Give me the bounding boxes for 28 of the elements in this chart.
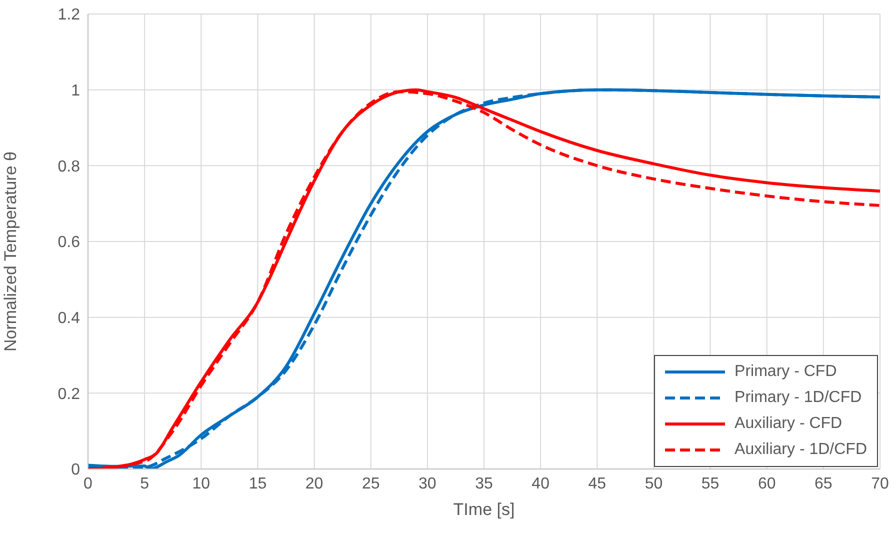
x-tick-label: 50 bbox=[644, 475, 663, 492]
x-tick-label: 5 bbox=[140, 475, 150, 492]
legend-label: Auxiliary - 1D/CFD bbox=[734, 441, 867, 459]
y-tick-label: 0.6 bbox=[58, 234, 80, 252]
legend-label: Primary - CFD bbox=[734, 363, 837, 381]
y-tick-label: 1.2 bbox=[58, 6, 80, 24]
y-tick-label: 0 bbox=[71, 462, 80, 479]
legend-label: Auxiliary - CFD bbox=[734, 415, 842, 433]
x-tick-label: 35 bbox=[475, 475, 493, 492]
y-tick-label: 0.4 bbox=[58, 310, 80, 328]
x-tick-label: 70 bbox=[871, 475, 889, 492]
x-tick-label: 45 bbox=[588, 475, 606, 492]
y-tick-label: 0.2 bbox=[58, 386, 80, 403]
x-tick-label: 20 bbox=[305, 475, 324, 492]
x-tick-label: 10 bbox=[192, 475, 210, 492]
x-tick-label: 60 bbox=[758, 475, 776, 492]
x-tick-label: 15 bbox=[248, 475, 267, 492]
x-tick-label: 25 bbox=[362, 475, 380, 492]
x-tick-label: 55 bbox=[701, 475, 720, 492]
y-axis-title: Normalized Temperature θ bbox=[1, 152, 20, 352]
legend-label: Primary - 1D/CFD bbox=[734, 389, 862, 407]
x-tick-label: 30 bbox=[418, 475, 436, 492]
y-tick-label: 0.8 bbox=[58, 158, 80, 176]
x-tick-label: 0 bbox=[84, 475, 93, 492]
x-axis-title: TIme [s] bbox=[453, 500, 515, 519]
y-tick-label: 1 bbox=[71, 82, 80, 100]
x-tick-label: 40 bbox=[532, 475, 550, 492]
x-tick-label: 65 bbox=[814, 475, 832, 492]
